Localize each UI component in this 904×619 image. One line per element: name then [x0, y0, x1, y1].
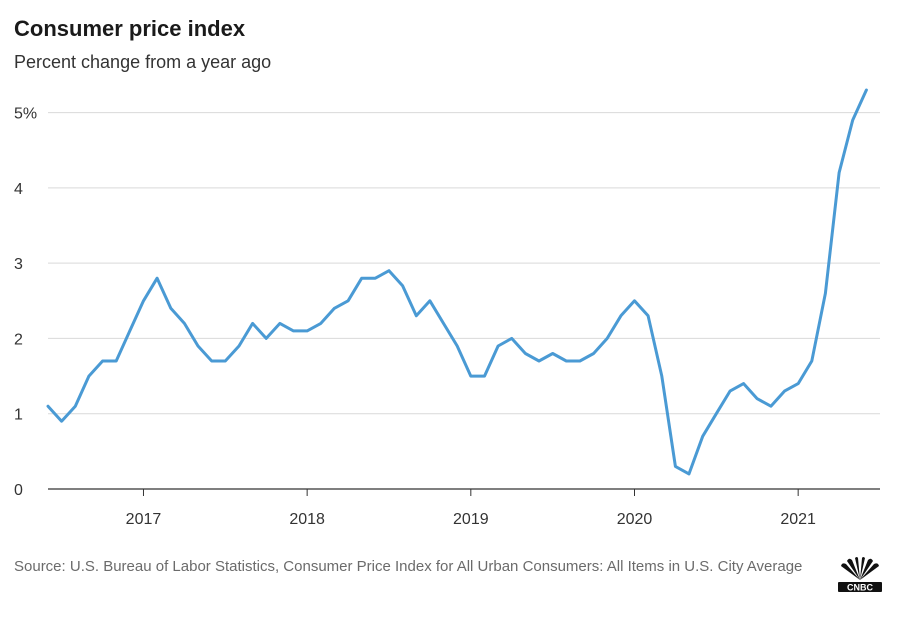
chart-title: Consumer price index [14, 16, 246, 41]
x-tick-label: 2021 [780, 511, 816, 528]
y-tick-label: 2 [14, 331, 23, 348]
y-tick-label: 0 [14, 482, 23, 499]
y-tick-label: 5% [14, 106, 37, 123]
x-tick-label: 2019 [453, 511, 489, 528]
y-tick-label: 4 [14, 181, 23, 198]
x-tick-label: 2020 [617, 511, 653, 528]
y-tick-label: 1 [14, 407, 23, 424]
source-note: Source: U.S. Bureau of Labor Statistics,… [14, 558, 803, 575]
series-line-0 [46, 88, 868, 476]
logo-text: CNBC [847, 583, 873, 593]
cnbc-peacock-logo: CNBC [838, 557, 882, 593]
line-chart: 0 1 2 3 4 5% 2017 2018 2019 2020 2021 [14, 88, 880, 528]
y-tick-label: 3 [14, 256, 23, 273]
chart-subtitle: Percent change from a year ago [14, 52, 272, 72]
x-tick-label: 2018 [289, 511, 325, 528]
x-tick-label: 2017 [126, 511, 162, 528]
